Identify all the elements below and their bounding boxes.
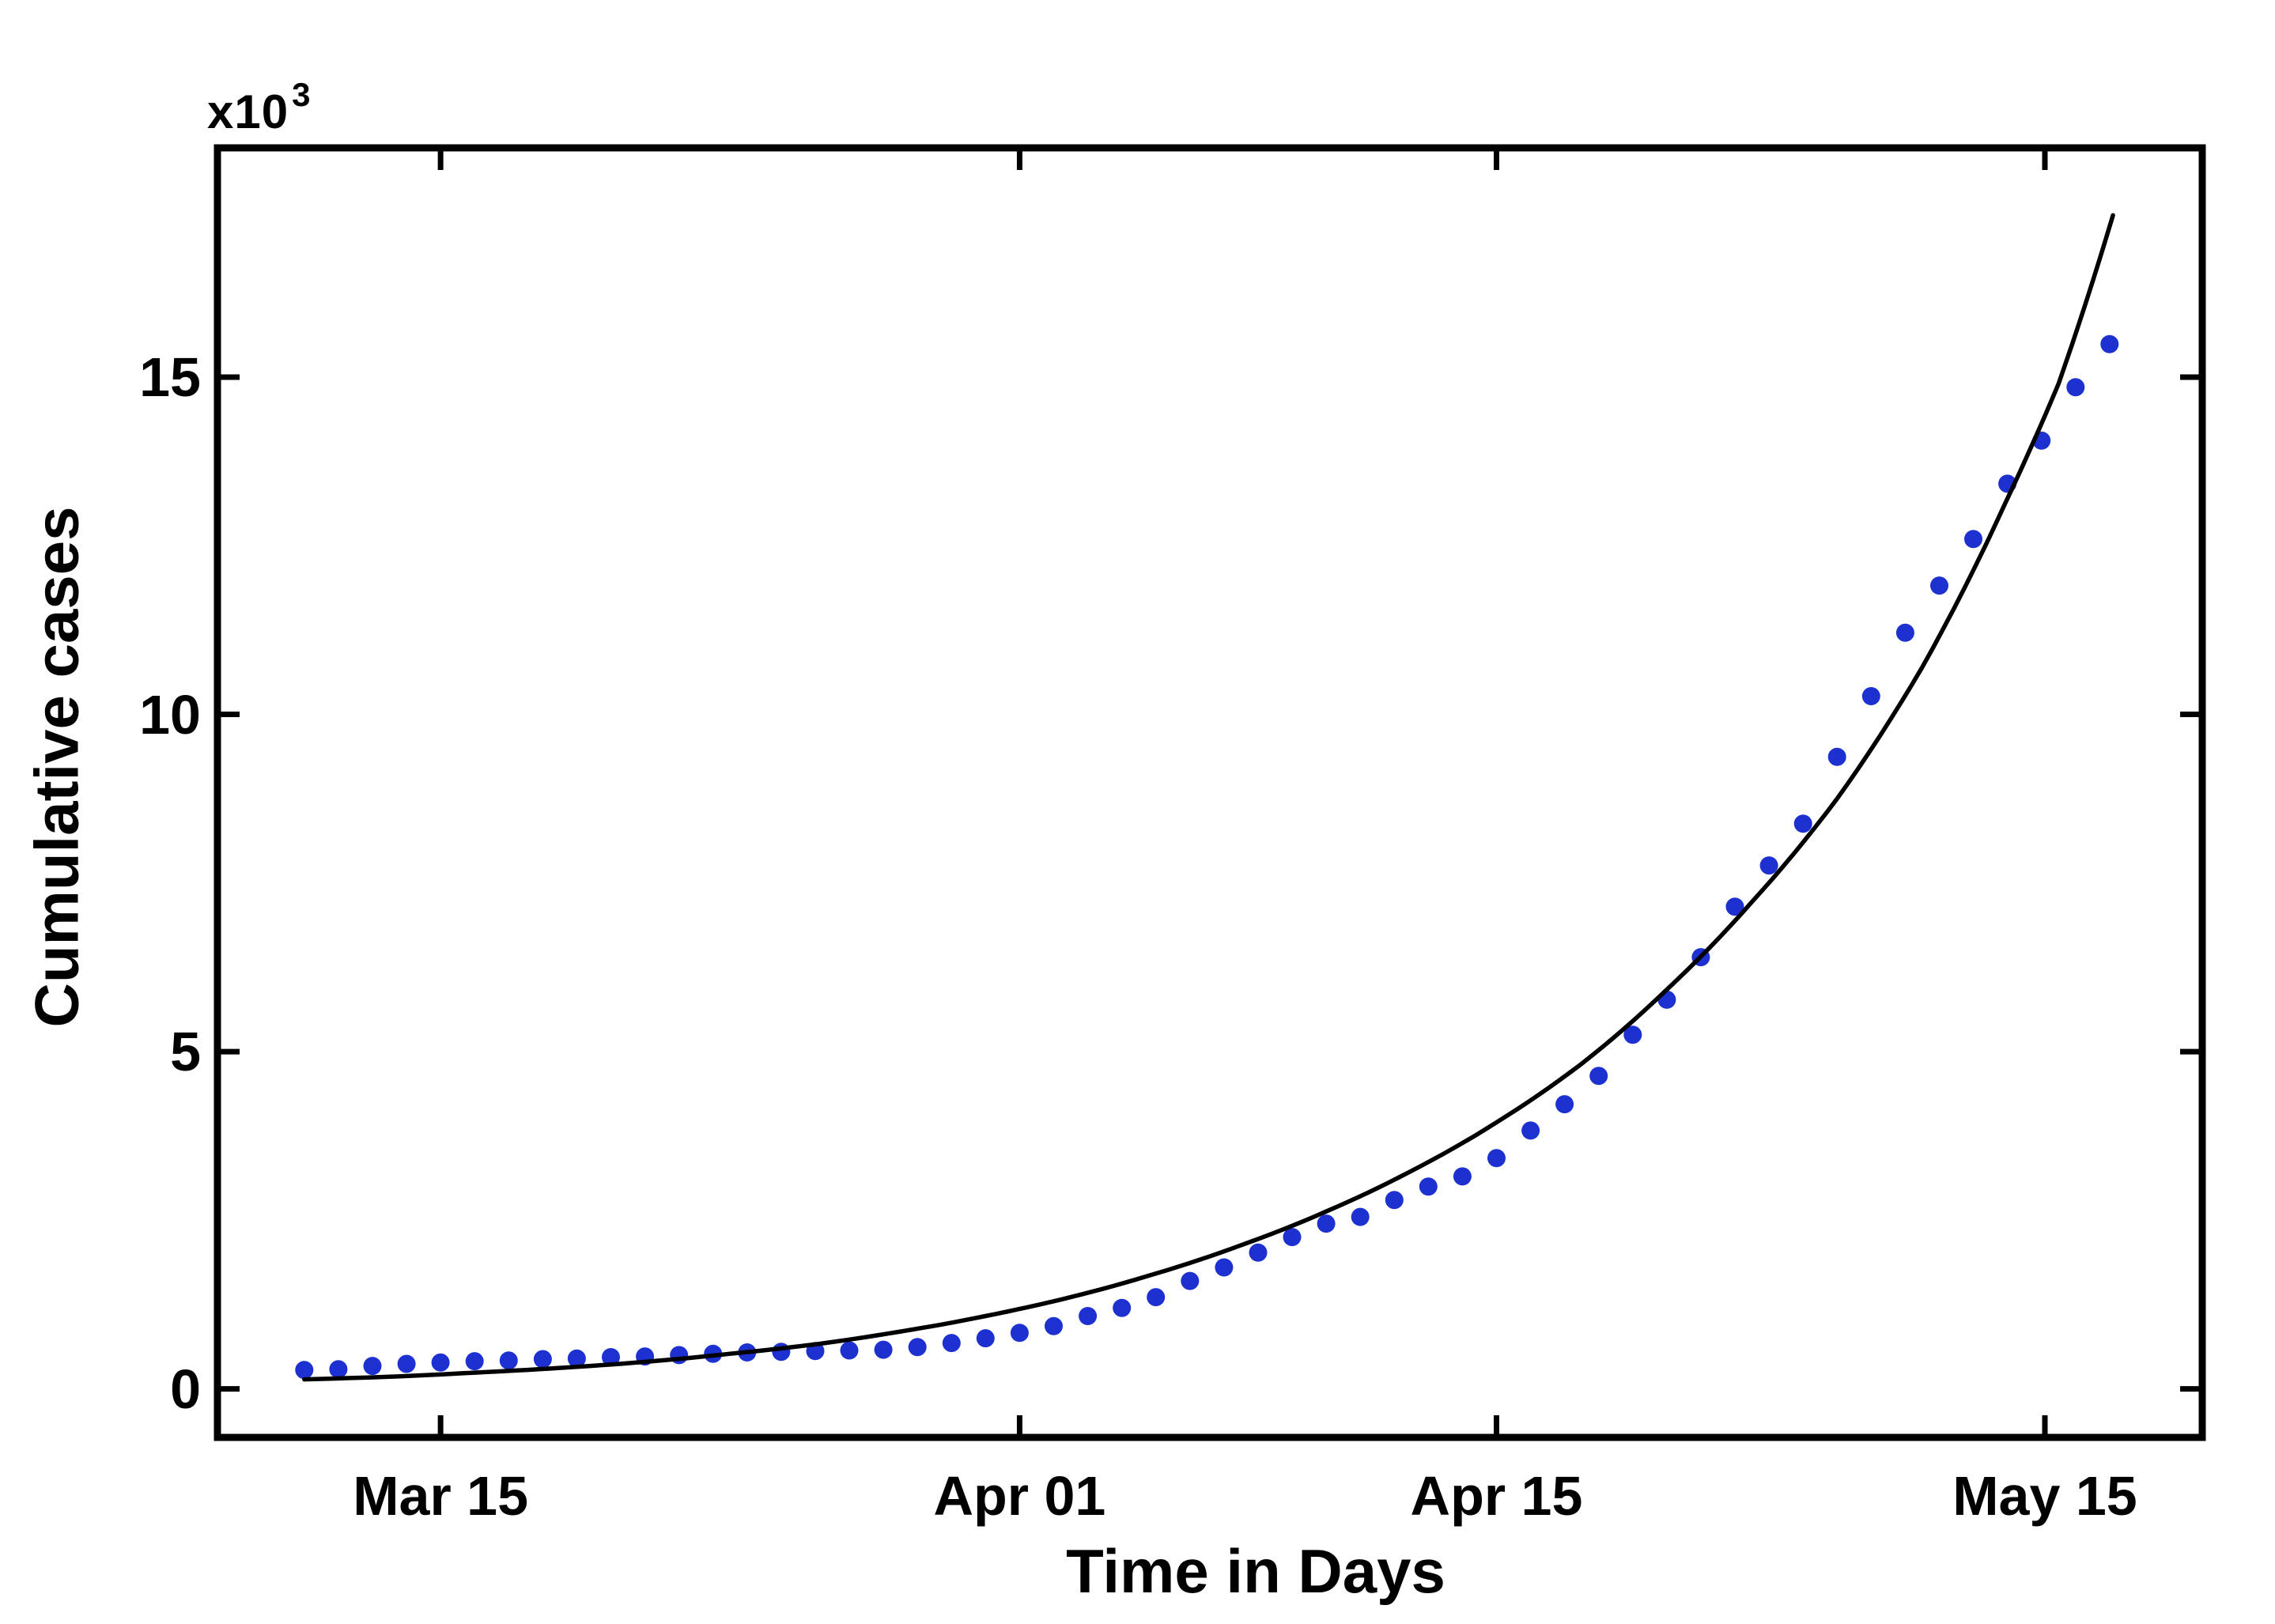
y-axis-multiplier-base: x10 xyxy=(207,85,289,138)
data-dot xyxy=(1930,576,1948,595)
plot-box xyxy=(214,144,2206,1441)
data-dot xyxy=(1487,1149,1506,1168)
data-dot xyxy=(1181,1271,1200,1290)
data-dot xyxy=(329,1360,348,1379)
data-dot xyxy=(840,1341,859,1360)
y-axis-multiplier: x103 xyxy=(207,76,311,139)
y-tick-label: 10 xyxy=(139,683,201,746)
y-tick-label: 0 xyxy=(170,1358,201,1420)
data-dot xyxy=(1589,1067,1608,1086)
data-dot xyxy=(2066,378,2085,397)
data-dot xyxy=(976,1329,995,1348)
data-dot xyxy=(397,1354,416,1373)
data-dot xyxy=(1895,623,1914,642)
data-dot xyxy=(1385,1191,1404,1210)
data-dot xyxy=(1113,1298,1132,1317)
data-dot xyxy=(602,1348,620,1366)
data-dot xyxy=(1079,1307,1098,1325)
data-dot xyxy=(1555,1095,1574,1114)
data-dot xyxy=(1419,1177,1438,1196)
data-dot xyxy=(1793,814,1812,833)
y-tick-label: 5 xyxy=(170,1021,201,1083)
data-dot xyxy=(499,1351,518,1370)
data-dot xyxy=(1623,1025,1642,1044)
data-dot xyxy=(874,1340,893,1359)
x-tick-label: Mar 15 xyxy=(353,1465,529,1527)
data-dot xyxy=(465,1352,484,1371)
data-dot xyxy=(1725,897,1744,916)
data-dot xyxy=(942,1334,961,1353)
data-dot xyxy=(1521,1121,1540,1140)
data-dot xyxy=(1351,1207,1370,1226)
data-dot xyxy=(1964,530,1982,549)
data-dot xyxy=(363,1357,382,1376)
data-dot xyxy=(1827,747,1846,766)
y-axis-multiplier-exponent: 3 xyxy=(292,76,312,113)
data-dot xyxy=(533,1350,552,1369)
fit-curve xyxy=(302,213,2115,1382)
data-dot xyxy=(295,1361,314,1380)
x-axis-title: Time in Days xyxy=(1066,1536,1445,1606)
data-dot xyxy=(1045,1316,1063,1335)
data-dot xyxy=(908,1338,927,1357)
y-axis-title: Cumulative cases xyxy=(21,506,92,1028)
data-dot xyxy=(1283,1228,1302,1247)
data-dot xyxy=(1147,1288,1166,1307)
data-dot xyxy=(772,1343,791,1362)
data-dot xyxy=(1249,1243,1268,1262)
data-dot xyxy=(431,1353,450,1372)
y-tick-label: 15 xyxy=(139,346,201,409)
data-dot xyxy=(1215,1258,1234,1277)
x-tick-label: Apr 15 xyxy=(1410,1465,1583,1527)
data-dot xyxy=(567,1349,586,1368)
data-dot xyxy=(1453,1167,1472,1186)
data-dot xyxy=(1759,856,1778,875)
data-dot xyxy=(1010,1324,1029,1343)
x-tick-label: May 15 xyxy=(1952,1465,2137,1527)
data-dot xyxy=(1861,687,1880,705)
data-dot xyxy=(2100,334,2119,353)
x-tick-label: Apr 01 xyxy=(933,1465,1106,1527)
data-dot xyxy=(1317,1214,1336,1233)
